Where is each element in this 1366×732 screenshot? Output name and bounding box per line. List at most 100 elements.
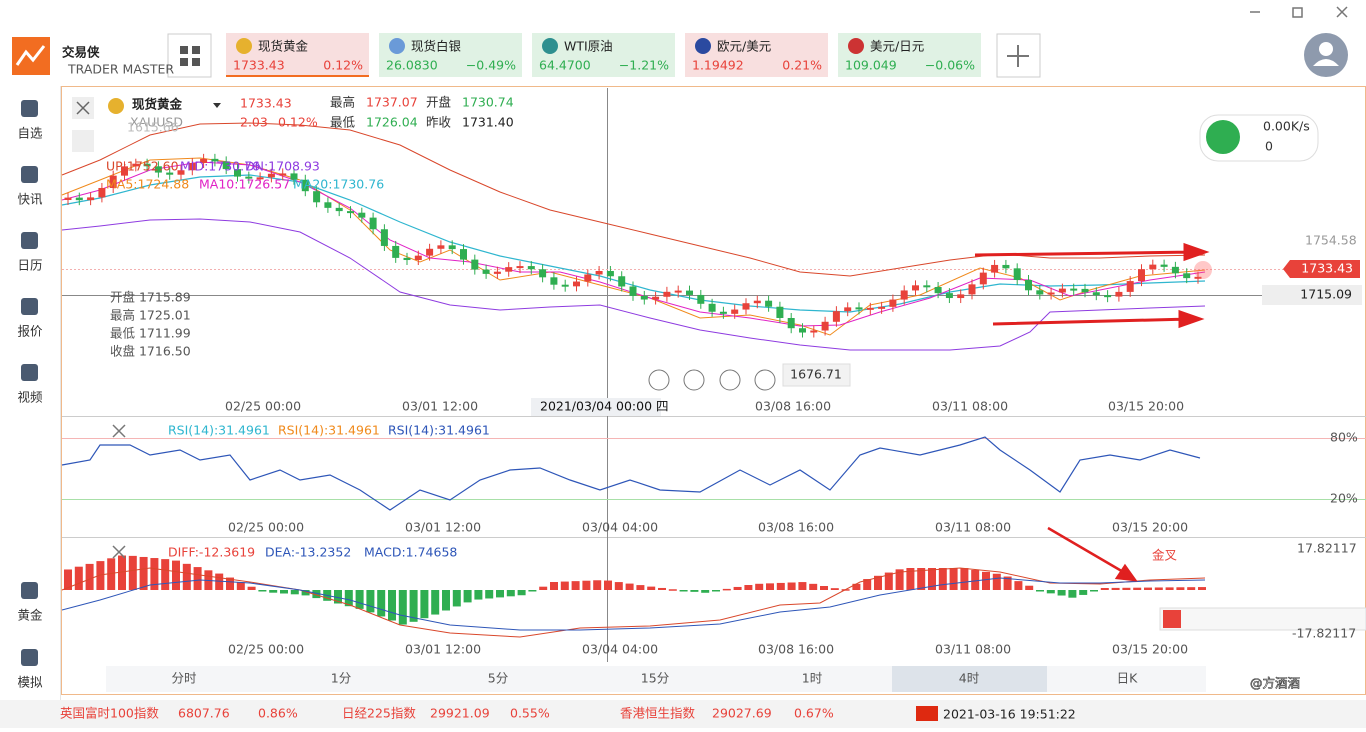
macd-bar xyxy=(485,590,494,599)
nav-item[interactable]: 快讯 xyxy=(17,192,43,207)
x-axis-label: 03/15 20:00 xyxy=(1112,520,1188,535)
macd-bar xyxy=(593,580,602,590)
x-axis-label: 02/25 00:00 xyxy=(228,642,304,657)
period-tab[interactable]: 15分 xyxy=(641,671,669,686)
x-axis-label: 03/04 04:00 xyxy=(582,520,658,535)
ticker-card[interactable] xyxy=(838,33,981,77)
x-axis-label: 03/11 08:00 xyxy=(935,520,1011,535)
macd-bar xyxy=(312,590,321,599)
period-tab[interactable]: 1分 xyxy=(331,671,351,686)
close-icon xyxy=(76,101,90,115)
last-price-pointer xyxy=(1283,260,1290,278)
ime-toolbar xyxy=(1159,607,1366,631)
macd-bar xyxy=(388,590,396,621)
candle-body xyxy=(753,300,761,304)
macd-bar xyxy=(150,558,159,590)
macd-bar xyxy=(442,590,450,611)
quote-price: 1733.43 xyxy=(240,96,292,111)
ticker-underline xyxy=(226,75,369,77)
symbol-code: XAUUSD xyxy=(130,115,183,130)
macd-bar xyxy=(377,590,386,617)
zoom-controls[interactable] xyxy=(648,369,776,391)
x-axis-label: 03/01 12:00 xyxy=(405,642,481,657)
ticker-price: 64.4700 xyxy=(539,58,591,73)
period-tab[interactable]: 1时 xyxy=(802,671,823,686)
nav-icon xyxy=(21,582,38,599)
macd-bar xyxy=(355,590,364,609)
period-tab[interactable]: 分时 xyxy=(171,671,197,686)
ticker-card[interactable] xyxy=(226,33,369,77)
diff-legend: DIFF:-12.3619 xyxy=(168,545,255,560)
ticker-change: 0.21% xyxy=(782,58,822,73)
macd-bar xyxy=(722,588,731,591)
ticker-card[interactable] xyxy=(685,33,828,77)
macd-bar xyxy=(614,582,623,590)
nav-item[interactable]: 模拟 xyxy=(17,675,43,690)
index-name: 日经225指数 xyxy=(342,706,416,721)
candle-body xyxy=(516,266,524,269)
quote-open-label: 开盘 xyxy=(426,95,451,110)
net-speed: 0.00K/s xyxy=(1263,119,1310,134)
ma-legend: MA5:1724.88 xyxy=(106,177,189,192)
nav-item[interactable]: 黄金 xyxy=(17,608,43,623)
candle-body xyxy=(64,197,72,200)
macd-top-label: 17.82117 xyxy=(1297,541,1357,556)
candle-body xyxy=(957,294,965,299)
candle-body xyxy=(1194,276,1202,279)
logo-sub: TRADER MASTER xyxy=(67,62,174,77)
candle-body xyxy=(708,303,716,312)
macd-bar xyxy=(550,582,558,590)
macd-bar xyxy=(658,587,666,590)
macd-bar xyxy=(139,556,148,590)
ma-legend: MA10:1726.57 xyxy=(199,177,290,192)
quote-high-label: 最高 xyxy=(330,95,355,110)
dropdown-icon xyxy=(213,103,221,108)
macd-bar xyxy=(247,586,256,590)
nav-item[interactable]: 日历 xyxy=(17,258,42,273)
macd-bar xyxy=(474,590,483,600)
macd-bar xyxy=(1100,587,1109,590)
macd-bar xyxy=(712,590,720,592)
candle-body xyxy=(166,172,174,175)
nav-item[interactable]: 自选 xyxy=(17,126,43,141)
period-tab[interactable]: 4时 xyxy=(959,671,980,686)
candle-body xyxy=(878,306,886,309)
candle-body xyxy=(426,248,434,256)
candle-body xyxy=(1171,266,1179,274)
macd-bar xyxy=(1176,587,1185,590)
macd-bar xyxy=(1025,585,1034,590)
candle-body xyxy=(934,286,942,294)
macd-bar xyxy=(334,590,342,604)
period-tab[interactable]: 日K xyxy=(1117,671,1139,686)
grid-button[interactable] xyxy=(167,33,212,78)
ticker-price: 109.049 xyxy=(845,58,897,73)
candle-body xyxy=(1002,264,1010,269)
nav-item[interactable]: 视频 xyxy=(17,390,43,405)
candle-body xyxy=(505,267,513,272)
x-axis-label: 03/08 16:00 xyxy=(758,520,834,535)
macd-bar xyxy=(344,590,353,607)
x-axis-label: 03/15 20:00 xyxy=(1112,642,1188,657)
net-count: 0 xyxy=(1265,139,1273,154)
window-controls[interactable] xyxy=(1250,6,1348,18)
macd-bar xyxy=(193,567,202,590)
ghost-price: 1615.66 xyxy=(127,120,179,135)
candle-body xyxy=(810,330,818,333)
macd-bar xyxy=(917,568,926,590)
nav-item[interactable]: 报价 xyxy=(17,324,43,339)
ticker-card[interactable] xyxy=(532,33,675,77)
shrink-button[interactable] xyxy=(72,130,94,152)
nav-icon xyxy=(21,100,38,117)
candle-body xyxy=(640,295,648,300)
macd-bar xyxy=(787,582,796,590)
macd-bar xyxy=(636,585,645,590)
candle-body xyxy=(301,179,309,192)
period-tab[interactable]: 5分 xyxy=(488,671,508,686)
cross-price-box xyxy=(1262,285,1362,305)
avatar-body xyxy=(1313,59,1339,66)
macd-bar xyxy=(280,590,288,594)
x-axis-label: 03/11 08:00 xyxy=(935,642,1011,657)
ticker-card[interactable] xyxy=(379,33,522,77)
macd-bar xyxy=(1144,587,1152,590)
min-price-label: 1676.71 xyxy=(790,367,842,382)
